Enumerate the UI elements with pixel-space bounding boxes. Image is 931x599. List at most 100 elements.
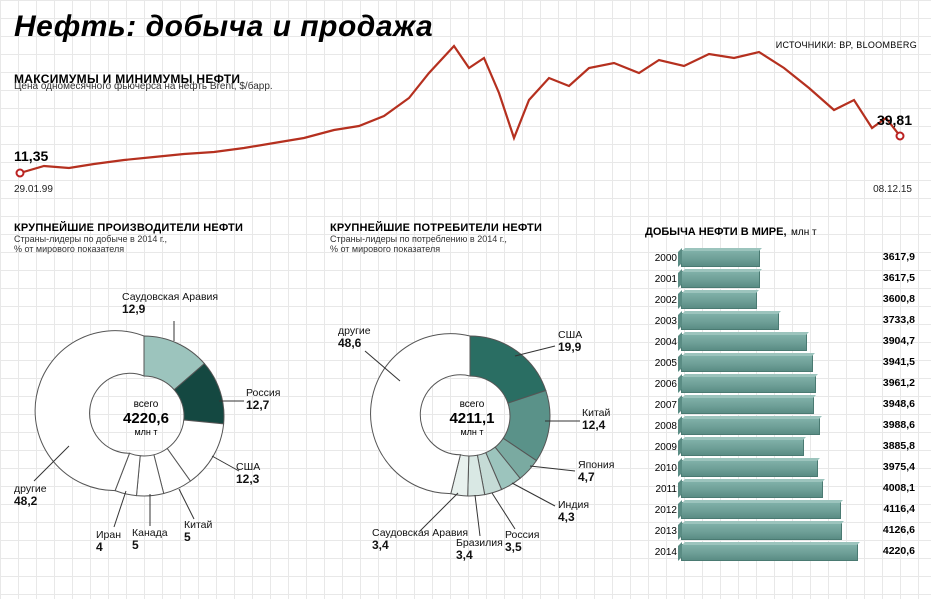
bar-row: 2006 3961,2 — [645, 374, 917, 395]
producers-donut: всего 4220,6 млн т Саудовская Аравия 12,… — [14, 261, 314, 571]
bar-rect — [681, 271, 760, 288]
bar-year: 2001 — [645, 274, 681, 285]
consumers-title: КРУПНЕЙШИЕ ПОТРЕБИТЕЛИ НЕФТИ — [330, 222, 630, 234]
consumers-center: всего 4211,1 млн т — [444, 399, 500, 438]
world-production-panel: ДОБЫЧА НЕФТИ В МИРЕ, млн т 20003617,9200… — [645, 222, 917, 563]
bar-row: 2005 3941,5 — [645, 353, 917, 374]
price-path — [20, 46, 900, 173]
bar-rect — [681, 376, 816, 393]
bar-row: 2014 4220,6 — [645, 542, 917, 563]
line-chart-svg — [14, 38, 916, 208]
bar-rect — [681, 502, 841, 519]
bar-rect — [681, 418, 820, 435]
bar-value: 4116,4 — [883, 503, 915, 515]
bar-value: 3961,2 — [883, 377, 915, 389]
bar-row: 2002 3600,8 — [645, 290, 917, 311]
world-unit: млн т — [791, 227, 817, 238]
consumers-label-saudi: Саудовская Аравия3,4 — [372, 527, 468, 553]
producers-label-saudi: Саудовская Аравия 12,9 — [122, 291, 218, 317]
end-date: 08.12.15 — [873, 184, 912, 195]
bar-row: 2010 3975,4 — [645, 458, 917, 479]
end-dot — [896, 132, 905, 141]
price-line-chart: МАКСИМУМЫ И МИНИМУМЫ НЕФТИ Цена одномеся… — [14, 38, 916, 208]
start-dot — [16, 169, 25, 178]
bar-value: 3885,8 — [883, 440, 915, 452]
bar-row: 20043904,7 — [645, 332, 917, 353]
bar-row: 2011 4008,1 — [645, 479, 917, 500]
bar-value: 3988,6 — [883, 419, 915, 431]
consumers-label-china: Китай12,4 — [582, 407, 610, 433]
bar-value: 4008,1 — [883, 482, 915, 494]
producers-note: Страны-лидеры по добыче в 2014 г., % от … — [14, 234, 314, 255]
start-date: 29.01.99 — [14, 184, 53, 195]
bar-year: 2013 — [645, 526, 681, 537]
bar-rect — [681, 460, 818, 477]
start-price: 11,35 — [14, 148, 48, 164]
bar-rect — [681, 397, 814, 414]
consumers-donut: всего 4211,1 млн т США19,9 Китай12,4 Япо… — [330, 261, 630, 571]
bar-row: 20134126,6 — [645, 521, 917, 542]
bar-rect — [681, 439, 804, 456]
bar-rect — [681, 250, 760, 267]
sources-label: ИСТОЧНИКИ: BP, BLOOMBERG — [776, 40, 917, 50]
bar-value: 3617,9 — [883, 251, 915, 263]
consumers-center-label: всего — [460, 399, 485, 410]
consumers-center-value: 4211,1 — [444, 410, 500, 427]
producers-label-usa: США 12,3 — [236, 461, 260, 487]
bar-year: 2002 — [645, 295, 681, 306]
producers-title: КРУПНЕЙШИЕ ПРОИЗВОДИТЕЛИ НЕФТИ — [14, 222, 314, 234]
bar-year: 2003 — [645, 316, 681, 327]
producers-center-value: 4220,6 — [118, 410, 174, 427]
world-title: ДОБЫЧА НЕФТИ В МИРЕ, — [645, 226, 787, 238]
consumers-panel: КРУПНЕЙШИЕ ПОТРЕБИТЕЛИ НЕФТИ Страны-лиде… — [330, 222, 630, 571]
end-price: 39,81 — [877, 112, 912, 128]
producers-center-unit: млн т — [134, 427, 157, 437]
bar-row: 2007 3948,6 — [645, 395, 917, 416]
consumers-note: Страны-лидеры по потреблению в 2014 г., … — [330, 234, 630, 255]
bar-rect — [681, 313, 779, 330]
bar-value: 3948,6 — [883, 398, 915, 410]
bar-year: 2008 — [645, 421, 681, 432]
bar-value: 3975,4 — [883, 461, 915, 473]
consumers-label-russia: Россия3,5 — [505, 529, 539, 555]
bar-rect — [681, 292, 757, 309]
producers-label-iran: Иран 4 — [96, 529, 121, 555]
bar-row: 2008 3988,6 — [645, 416, 917, 437]
bar-rect — [681, 355, 813, 372]
bar-value: 3733,8 — [883, 314, 915, 326]
bar-value: 3941,5 — [883, 356, 915, 368]
bar-value: 3617,5 — [883, 272, 915, 284]
bar-row: 2012 4116,4 — [645, 500, 917, 521]
bar-row: 2001 3617,5 — [645, 269, 917, 290]
bar-rect — [681, 544, 858, 561]
bar-row: 20003617,9 — [645, 248, 917, 269]
consumers-label-other: другие48,6 — [338, 325, 371, 351]
bar-year: 2007 — [645, 400, 681, 411]
world-bars: 20003617,9 2001 3617,5 2002 3600,8 2003 3733,8… — [645, 248, 917, 563]
bar-year: 2005 — [645, 358, 681, 369]
producers-label-other: другие 48,2 — [14, 483, 47, 509]
bar-year: 2010 — [645, 463, 681, 474]
bar-value: 3600,8 — [883, 293, 915, 305]
producers-center-label: всего — [134, 399, 159, 410]
bar-rect — [681, 481, 823, 498]
consumers-label-usa: США19,9 — [558, 329, 582, 355]
bar-year: 2009 — [645, 442, 681, 453]
bar-value: 4220,6 — [883, 545, 915, 557]
bar-year: 2012 — [645, 505, 681, 516]
consumers-center-unit: млн т — [460, 427, 483, 437]
producers-panel: КРУПНЕЙШИЕ ПРОИЗВОДИТЕЛИ НЕФТИ Страны-ли… — [14, 222, 314, 571]
producers-label-canada: Канада 5 — [132, 527, 168, 553]
bar-year: 2011 — [645, 484, 681, 495]
bar-rect — [681, 523, 842, 540]
bar-rect — [681, 334, 807, 351]
bar-row: 2009 3885,8 — [645, 437, 917, 458]
consumers-label-japan: Япония4,7 — [578, 459, 614, 485]
producers-label-china: Китай 5 — [184, 519, 212, 545]
producers-center: всего 4220,6 млн т — [118, 399, 174, 438]
consumers-label-india: Индия4,3 — [558, 499, 589, 525]
bar-year: 2004 — [645, 337, 681, 348]
bar-row: 2003 3733,8 — [645, 311, 917, 332]
bar-year: 2014 — [645, 547, 681, 558]
bar-year: 2006 — [645, 379, 681, 390]
